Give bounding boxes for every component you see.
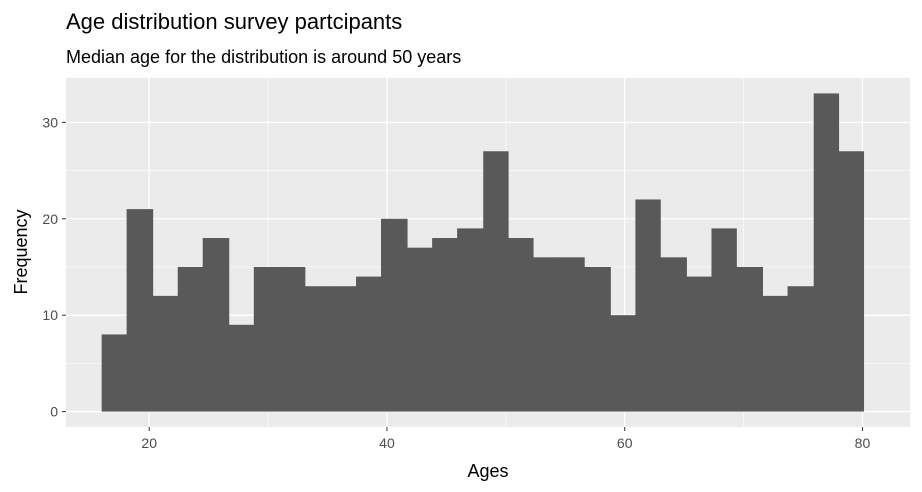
histogram-bar bbox=[407, 247, 433, 412]
histogram-bar bbox=[356, 276, 382, 412]
histogram-bars bbox=[101, 93, 865, 412]
histogram-bar bbox=[483, 151, 509, 412]
histogram-bar bbox=[635, 199, 661, 412]
histogram-bar bbox=[660, 257, 687, 412]
x-tick-label: 40 bbox=[379, 435, 395, 451]
x-tick-label: 20 bbox=[141, 435, 157, 451]
y-tick-label: 20 bbox=[42, 211, 58, 227]
histogram-bar bbox=[711, 228, 737, 412]
y-tick-label: 10 bbox=[42, 307, 58, 323]
histogram-bar bbox=[610, 315, 636, 412]
histogram-bar bbox=[126, 209, 154, 412]
histogram-bar bbox=[202, 238, 230, 412]
x-axis-title: Ages bbox=[467, 461, 508, 481]
histogram-bar bbox=[762, 295, 788, 412]
histogram-bar bbox=[228, 324, 255, 412]
x-tick-label: 60 bbox=[617, 435, 633, 451]
histogram-bar bbox=[559, 257, 585, 412]
histogram-bar bbox=[329, 286, 357, 412]
y-tick-label: 0 bbox=[50, 404, 58, 420]
histogram-bar bbox=[584, 266, 611, 412]
histogram-bar bbox=[508, 238, 534, 412]
y-tick-label: 30 bbox=[42, 114, 58, 130]
chart-subtitle: Median age for the distribution is aroun… bbox=[66, 47, 461, 67]
histogram-bar bbox=[304, 286, 331, 412]
histogram-bar bbox=[279, 266, 306, 412]
histogram-bar bbox=[686, 276, 712, 412]
histogram-bar bbox=[101, 334, 128, 412]
chart-title: Age distribution survey partcipants bbox=[66, 9, 402, 34]
histogram-bar bbox=[813, 93, 840, 412]
histogram-bar bbox=[736, 266, 763, 412]
histogram-bar bbox=[152, 295, 179, 412]
histogram-bar bbox=[381, 218, 408, 412]
x-tick-label: 80 bbox=[855, 435, 871, 451]
histogram-bar bbox=[457, 228, 484, 412]
histogram-bar bbox=[253, 266, 281, 412]
histogram-bar bbox=[177, 266, 204, 412]
histogram-bar bbox=[838, 151, 865, 412]
histogram-bar bbox=[432, 238, 458, 412]
y-axis: 0 10 20 30 bbox=[42, 114, 66, 420]
histogram-bar bbox=[787, 286, 815, 412]
x-axis: 20 40 60 80 bbox=[141, 427, 870, 451]
histogram-bar bbox=[533, 257, 560, 412]
y-axis-title: Frequency bbox=[11, 209, 31, 294]
